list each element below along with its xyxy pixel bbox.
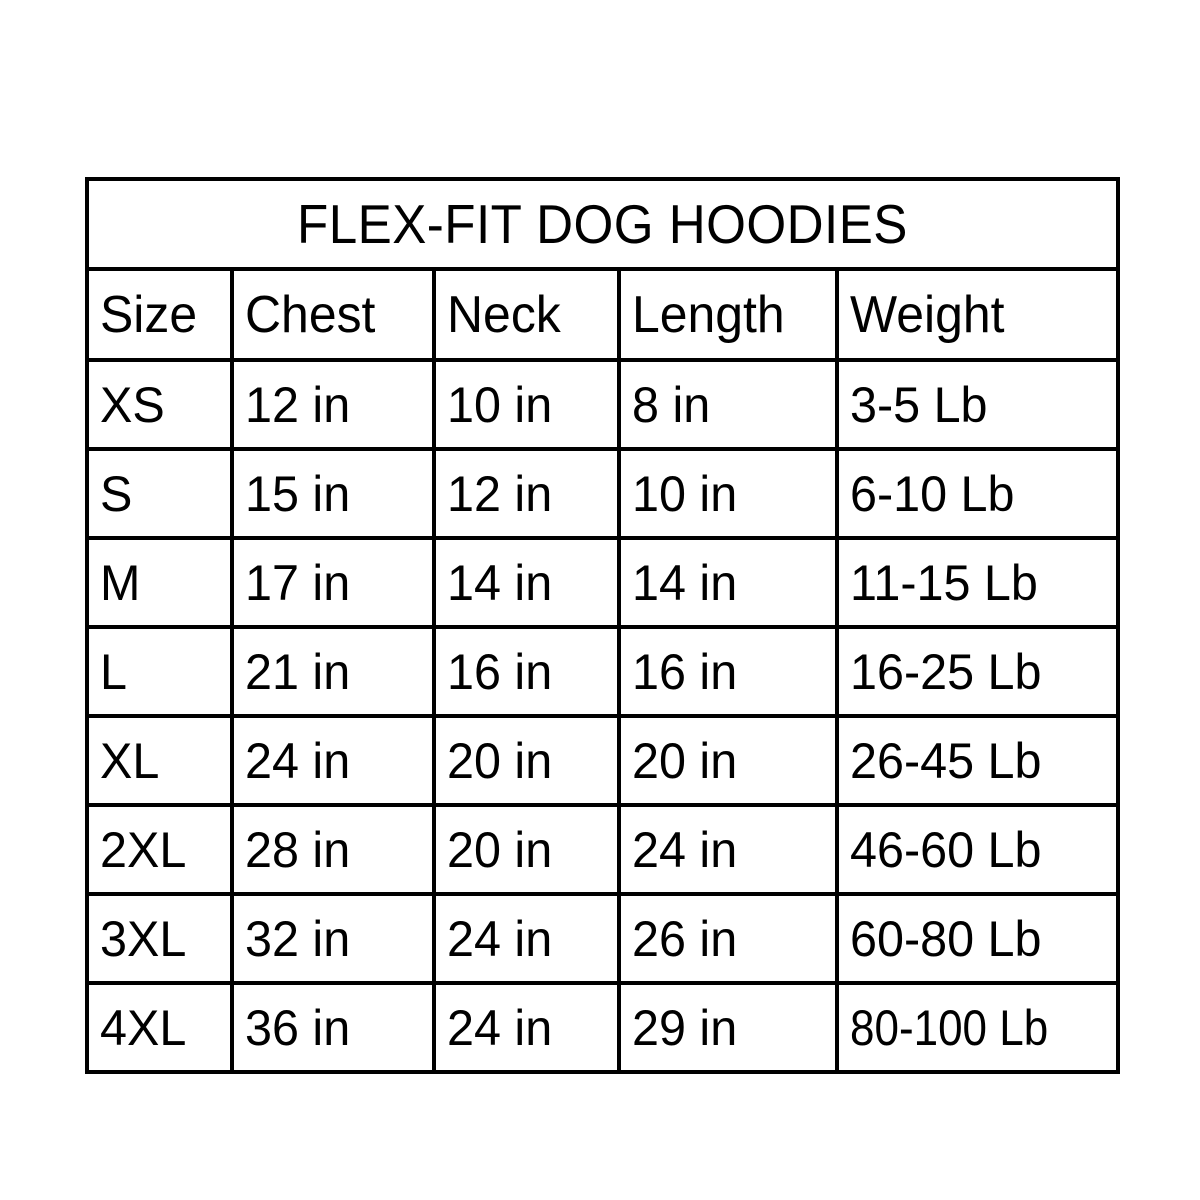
table-row: 2XL 28 in 20 in 24 in 46-60 Lb [85,803,1121,896]
cell-size: 4XL [85,981,234,1074]
cell-chest: 36 in [230,981,436,1074]
cell-weight: 3-5 Lb [834,358,1121,451]
cell-chest: 24 in [230,714,436,807]
cell-length: 24 in [617,803,839,896]
cell-chest: 17 in [230,536,436,629]
cell-weight: 46-60 Lb [834,803,1121,896]
cell-length: 8 in [617,358,839,451]
cell-weight: 60-80 Lb [834,892,1121,985]
table-row: 4XL 36 in 24 in 29 in 80-100 Lb [85,981,1121,1074]
page-title: FLEX-FIT DOG HOODIES [297,192,908,255]
column-header-weight: Weight [834,267,1121,362]
cell-neck: 20 in [432,714,621,807]
cell-weight: 26-45 Lb [834,714,1121,807]
cell-length: 10 in [617,447,839,540]
cell-length: 14 in [617,536,839,629]
table-title-cell: FLEX-FIT DOG HOODIES [84,177,1121,271]
cell-weight: 80-100 Lb [834,981,1121,1074]
size-chart-table: FLEX-FIT DOG HOODIES Size Chest Neck Len… [84,177,1121,1074]
table-row: S 15 in 12 in 10 in 6-10 Lb [85,447,1121,540]
column-header-chest: Chest [230,267,436,362]
cell-size: S [85,447,234,540]
cell-neck: 24 in [432,892,621,985]
table-row: 3XL 32 in 24 in 26 in 60-80 Lb [85,892,1121,985]
cell-size: L [85,625,234,718]
table-title-row: FLEX-FIT DOG HOODIES [84,177,1121,271]
cell-length: 29 in [617,981,839,1074]
cell-size: M [85,536,234,629]
cell-size: XS [85,358,234,451]
cell-weight: 16-25 Lb [834,625,1121,718]
table-row: XL 24 in 20 in 20 in 26-45 Lb [85,714,1121,807]
cell-chest: 28 in [230,803,436,896]
cell-neck: 24 in [432,981,621,1074]
cell-chest: 12 in [230,358,436,451]
cell-neck: 10 in [432,358,621,451]
cell-length: 20 in [617,714,839,807]
cell-neck: 14 in [432,536,621,629]
cell-size: 3XL [85,892,234,985]
cell-size: 2XL [85,803,234,896]
cell-weight: 11-15 Lb [834,536,1121,629]
column-header-size: Size [85,267,234,362]
cell-length: 26 in [617,892,839,985]
table-row: L 21 in 16 in 16 in 16-25 Lb [85,625,1121,718]
cell-weight: 6-10 Lb [834,447,1121,540]
table-header-row: Size Chest Neck Length Weight [85,267,1121,362]
column-header-neck: Neck [432,267,621,362]
cell-neck: 16 in [432,625,621,718]
table-row: M 17 in 14 in 14 in 11-15 Lb [85,536,1121,629]
cell-neck: 20 in [432,803,621,896]
table-row: XS 12 in 10 in 8 in 3-5 Lb [85,358,1121,451]
cell-neck: 12 in [432,447,621,540]
cell-chest: 32 in [230,892,436,985]
column-header-length: Length [617,267,839,362]
cell-size: XL [85,714,234,807]
cell-length: 16 in [617,625,839,718]
cell-chest: 21 in [230,625,436,718]
cell-chest: 15 in [230,447,436,540]
